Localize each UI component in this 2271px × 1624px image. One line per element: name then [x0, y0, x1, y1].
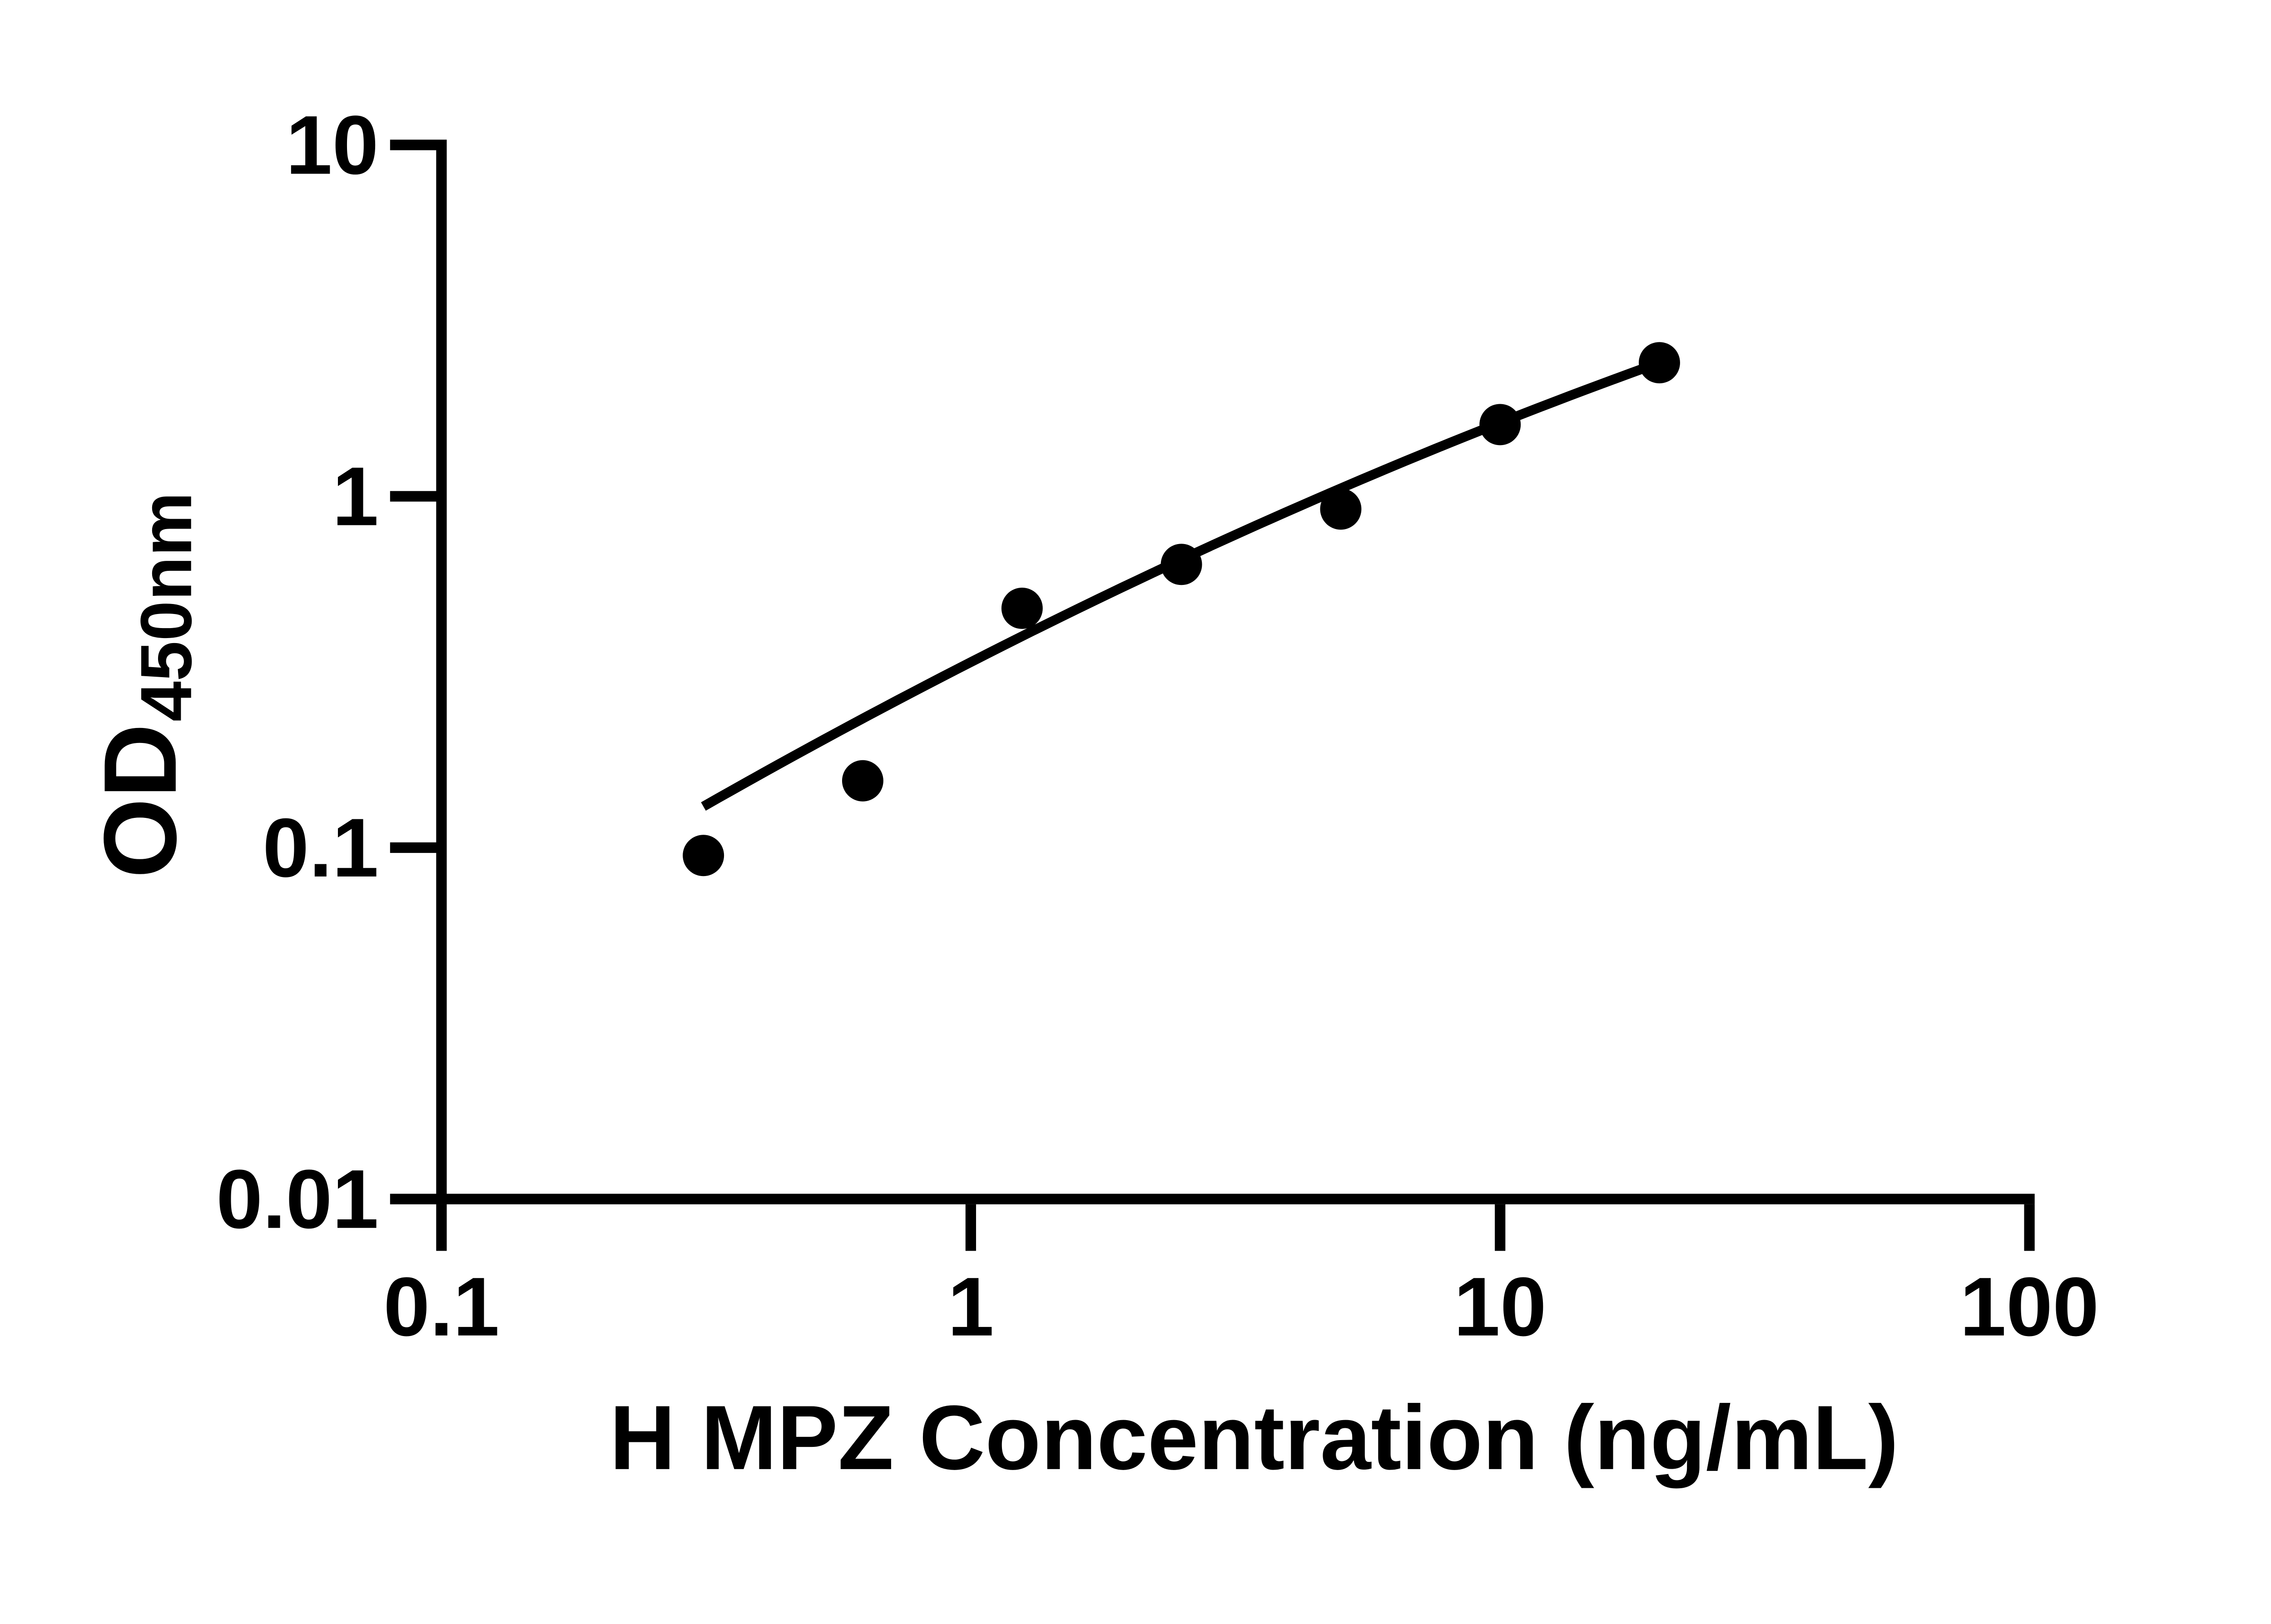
x-tick-label: 100	[1960, 1260, 2099, 1353]
data-points	[683, 342, 1680, 876]
x-axis-tick-labels: 0.1 1 10 100	[383, 1260, 2099, 1353]
x-tick-label: 1	[947, 1260, 994, 1353]
y-tick-label: 0.01	[216, 1153, 379, 1246]
y-tick-label: 1	[332, 450, 378, 543]
data-point	[1479, 404, 1521, 446]
data-point	[1639, 342, 1680, 384]
y-tick-label: 0.1	[263, 801, 378, 894]
x-axis-ticks	[436, 1204, 2035, 1251]
y-axis-ticks	[390, 139, 441, 1204]
elisa-standard-curve-figure: 10 1 0.1 0.01 0.1 1 10 100 H MPZ Concentration…	[82, 98, 2099, 1489]
data-point	[1001, 588, 1043, 629]
y-axis-title-subscript: 450nm	[126, 492, 207, 722]
x-tick-label: 0.1	[383, 1260, 499, 1353]
data-point	[1160, 544, 1202, 585]
x-tick-label: 10	[1454, 1260, 1547, 1353]
y-axis-tick-labels: 10 1 0.1 0.01	[216, 99, 379, 1246]
data-point	[842, 760, 883, 802]
data-point	[683, 835, 724, 876]
y-axis-title-main: OD	[83, 723, 198, 878]
y-tick-label: 10	[286, 99, 378, 192]
x-axis-title: H MPZ Concentration (ng/mL)	[610, 1386, 1899, 1489]
data-point	[1320, 488, 1362, 530]
y-axis-title: OD 450nm	[83, 492, 207, 878]
